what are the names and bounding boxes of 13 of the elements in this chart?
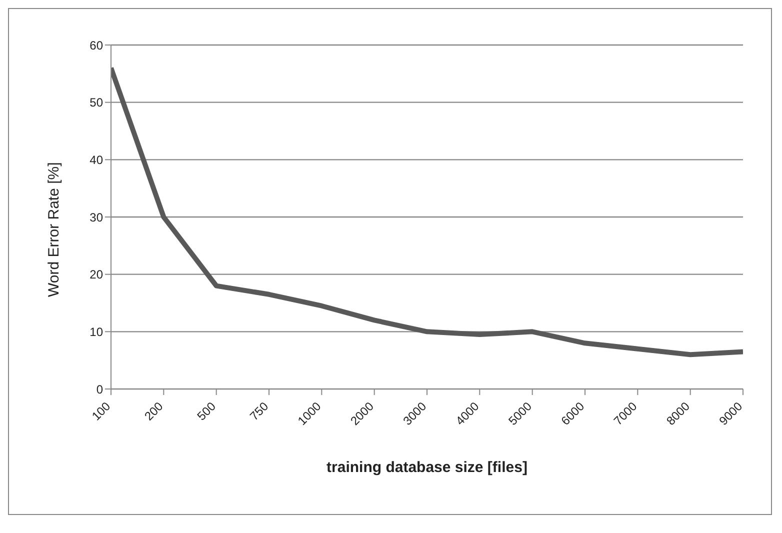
x-tick-label: 100 xyxy=(89,399,114,424)
y-axis-title: Word Error Rate [%] xyxy=(45,162,62,297)
x-tick-label: 200 xyxy=(142,399,166,424)
x-tick-label: 500 xyxy=(194,399,219,424)
y-tick-label: 60 xyxy=(90,38,104,52)
y-tick-label: 0 xyxy=(96,382,104,396)
y-tick-label: 50 xyxy=(90,96,104,110)
y-tick-label: 10 xyxy=(90,324,104,339)
x-tick-label: 750 xyxy=(247,399,272,424)
y-tick-label: 30 xyxy=(90,210,104,224)
x-axis-title: training database size [files] xyxy=(326,459,528,476)
y-tick-label: 20 xyxy=(90,268,104,282)
y-tick-label: 40 xyxy=(90,152,104,167)
